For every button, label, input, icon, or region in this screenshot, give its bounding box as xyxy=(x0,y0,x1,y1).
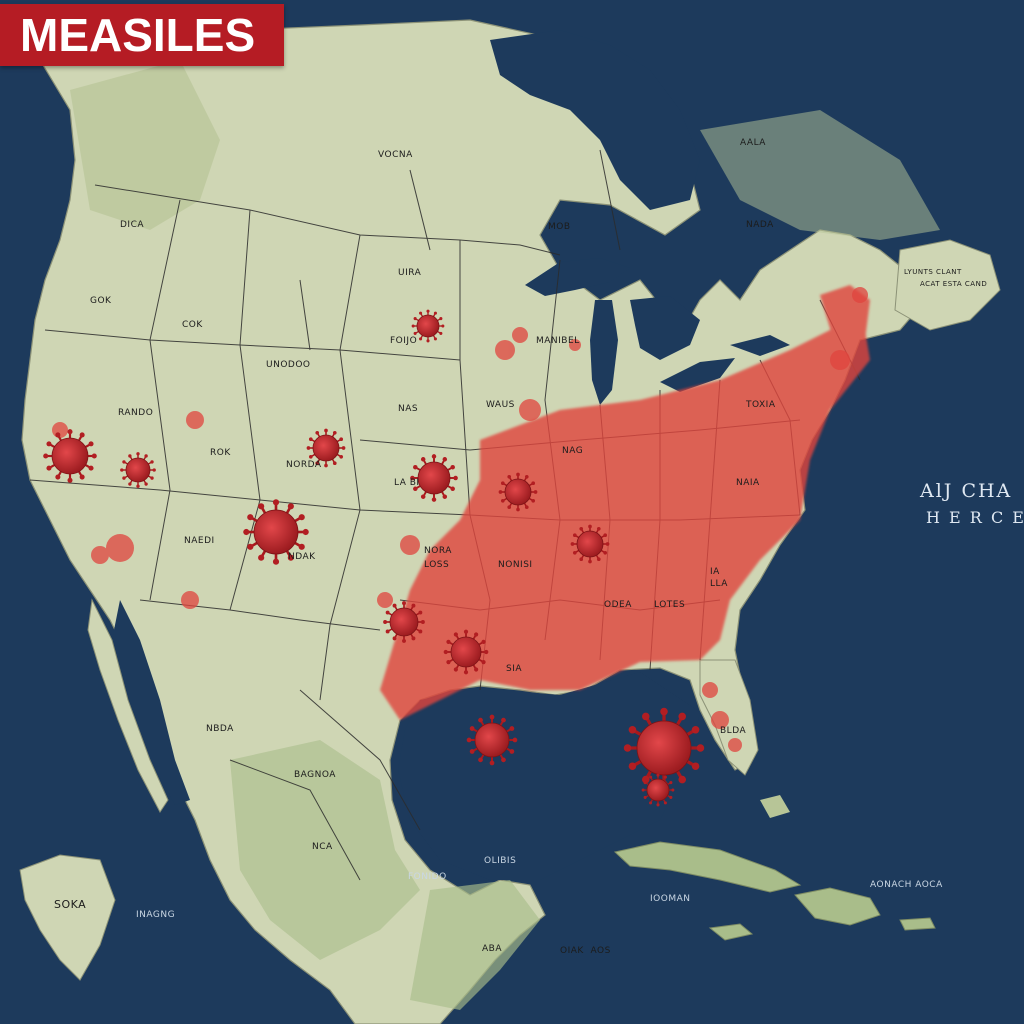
virus-icon xyxy=(411,309,445,343)
virus-icon xyxy=(443,629,489,675)
maritimes-land xyxy=(894,239,1001,331)
virus-icon xyxy=(120,452,156,488)
lake-huron xyxy=(630,296,700,360)
label-inagng: INAGNG xyxy=(136,910,176,920)
label-aonach-aoca: AONACH AOCA xyxy=(870,880,943,890)
virus-icon xyxy=(498,472,538,512)
terrain-green-mexico xyxy=(230,740,420,960)
virus-icon xyxy=(243,499,309,565)
lake-superior xyxy=(525,258,630,296)
label-nada: NADA xyxy=(746,220,774,230)
gulf-of-california xyxy=(112,600,190,805)
island-hispaniola xyxy=(794,887,881,926)
label-odea: ODEA xyxy=(604,600,632,610)
island-cuba xyxy=(613,841,802,893)
label-nonisi: NONISI xyxy=(498,560,533,570)
island-jamaica xyxy=(708,923,754,941)
virus-markers xyxy=(43,309,705,807)
virus-icon xyxy=(641,773,675,807)
label-coast-ne2: ACAT ESTA CAND xyxy=(920,280,988,288)
label-foijo: FOIJO xyxy=(390,336,418,346)
label-rok: ROK xyxy=(210,448,231,458)
label-vocna: VOCNA xyxy=(378,150,413,160)
virus-icon xyxy=(570,524,610,564)
label-undodo: UNODOO xyxy=(266,360,311,370)
terrain-green-central-am xyxy=(410,880,540,1010)
label-olibis: OLIBIS xyxy=(484,856,517,866)
label-ndak: NDAK xyxy=(288,552,316,562)
label-uira: UIRA xyxy=(398,268,422,278)
label-rando: RANDO xyxy=(118,408,154,418)
label-nbda: NBDA xyxy=(206,724,234,734)
label-manibel: MANIBEL xyxy=(536,336,580,346)
virus-icon xyxy=(383,601,425,643)
map-title-banner: MEASILES xyxy=(0,4,284,66)
label-aala: AALA xyxy=(740,138,766,148)
label-norda: NORDA xyxy=(286,460,322,470)
label-gok: GOK xyxy=(90,296,112,306)
lake-ontario xyxy=(730,335,790,356)
island-puerto-rico xyxy=(899,917,936,931)
label-nas: NAS xyxy=(398,404,419,414)
label-lotes: LOTES xyxy=(654,600,686,610)
label-cok: COK xyxy=(182,320,203,330)
label-oiak-aos: OIAK AOS xyxy=(560,946,611,956)
terrain-green-quebec xyxy=(700,110,940,240)
label-ia-lla: IA LLA xyxy=(710,567,728,589)
hudson-bay xyxy=(490,30,700,210)
label-toxa: TOXIA xyxy=(746,400,776,410)
label-nca: NCA xyxy=(312,842,333,852)
label-ocean-line1: AlJ CHA xyxy=(920,480,1013,502)
virus-icon xyxy=(410,454,458,502)
label-naia: NAIA xyxy=(736,478,760,488)
virus-icon xyxy=(466,714,518,766)
outbreak-speckles xyxy=(52,287,868,752)
virus-icon xyxy=(43,429,97,483)
virus-icon xyxy=(623,707,705,789)
label-la-bi: LA BI xyxy=(394,478,420,488)
label-naedi: NAEDI xyxy=(184,536,215,546)
island-soka xyxy=(19,854,116,981)
island-bahamas xyxy=(760,795,790,818)
label-sia: SIA xyxy=(506,664,523,674)
label-mob: MOB xyxy=(548,222,571,232)
lake-erie xyxy=(660,358,735,392)
label-dica: DICA xyxy=(120,220,145,230)
label-blda: BLDA xyxy=(720,726,747,736)
label-iooman: IOOMAN xyxy=(650,894,691,904)
gulf-of-mexico xyxy=(398,672,700,880)
label-soka: SOKA xyxy=(54,898,87,911)
label-fonido: FONIDO xyxy=(408,872,447,882)
label-coast-ne: LYUNTS CLANT xyxy=(904,268,962,276)
label-aba: ABA xyxy=(482,944,502,954)
label-nag: NAG xyxy=(562,446,584,456)
label-bagnoa: BAGNOA xyxy=(294,770,336,780)
lake-michigan xyxy=(590,300,618,405)
label-ocean-line2: H E R C E xyxy=(926,508,1024,527)
virus-icon xyxy=(306,428,346,468)
baja-california xyxy=(87,598,169,813)
label-nora-loss: NORA LOSS xyxy=(424,546,452,570)
label-waus: WAUS xyxy=(486,400,515,410)
